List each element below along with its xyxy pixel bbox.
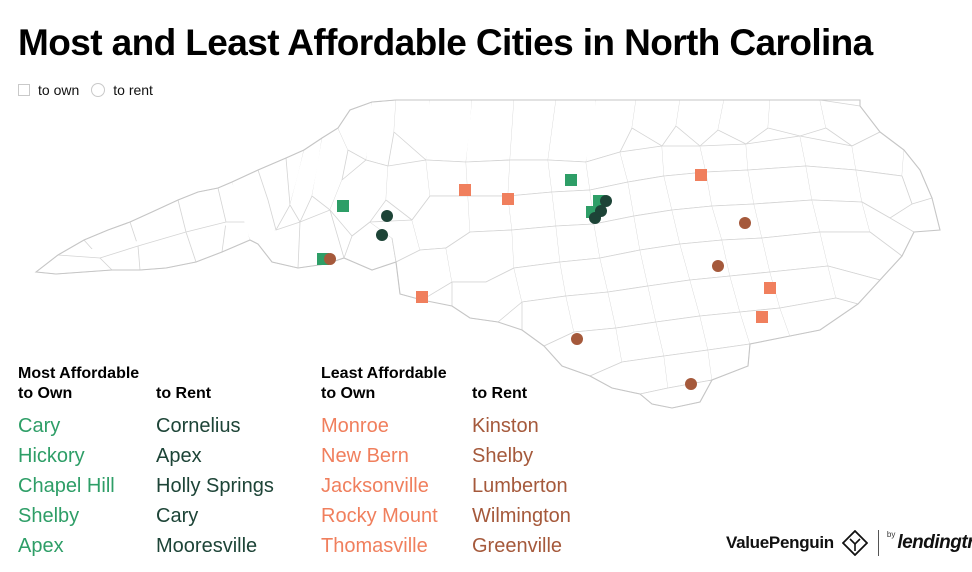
list-item: Rocky Mount [321, 505, 438, 527]
penguin-diamond-icon [841, 530, 868, 556]
most-affordable-heading: Most Affordable [18, 365, 140, 382]
list-item: Lumberton [472, 475, 568, 497]
legend-rent: to rent [91, 82, 153, 98]
brand-footer: ValuePenguin by lendingtree [726, 528, 972, 558]
list-item: Greenville [472, 535, 563, 557]
brand-divider [877, 530, 879, 556]
least-affordable-heading: Least Affordable [321, 365, 447, 382]
brand-by-text: by [886, 530, 896, 539]
list-item: Holly Springs [156, 475, 274, 497]
most-affordable-own-list: Cary Hickory Chapel Hill Shelby Apex [18, 411, 115, 561]
marker-most-rent-mooresville [381, 210, 393, 222]
list-item: Kinston [472, 415, 539, 437]
lendingtree-logo-text: lendingtree [897, 532, 972, 553]
marker-least-own-rocky-mount [695, 169, 707, 181]
page-title: Most and Least Affordable Cities in Nort… [18, 22, 873, 63]
marker-least-rent-greenville [739, 217, 751, 229]
list-item: Monroe [321, 415, 389, 437]
marker-least-rent-shelby [324, 253, 336, 265]
valuepenguin-logo-text: ValuePenguin [726, 533, 834, 552]
list-item: Shelby [18, 505, 80, 527]
marker-most-rent-cary [600, 195, 612, 207]
least-own-heading: to Own [321, 385, 376, 402]
legend-own-label: to own [38, 82, 80, 98]
most-own-heading: to Own [18, 385, 73, 402]
legend-own: to own [18, 82, 79, 98]
map-legend: to own to rent [18, 82, 165, 98]
city-markers [317, 169, 776, 390]
list-item: Cary [18, 415, 61, 437]
marker-least-own-thomasville [502, 193, 514, 205]
marker-least-rent-kinston [712, 260, 724, 272]
marker-least-own-monroe [416, 291, 428, 303]
list-item: Shelby [472, 445, 534, 467]
state-outline [34, 99, 941, 409]
marker-most-rent-holly-springs [595, 205, 607, 217]
marker-most-own-hickory [337, 200, 349, 212]
marker-least-own-jacksonville [756, 311, 768, 323]
marker-least-own-new-bern [764, 282, 776, 294]
marker-least-own-extra [459, 184, 471, 196]
list-item: Cornelius [156, 415, 241, 437]
most-affordable-rent-list: Cornelius Apex Holly Springs Cary Moores… [156, 411, 274, 561]
least-rent-heading: to Rent [472, 385, 528, 402]
legend-rent-label: to rent [113, 82, 153, 98]
most-rent-heading: to Rent [156, 385, 212, 402]
marker-most-own-chapel-hill [565, 174, 577, 186]
list-item: Mooresville [156, 535, 258, 557]
marker-most-rent-cornelius [376, 229, 388, 241]
circle-icon [91, 83, 106, 97]
list-item: Jacksonville [321, 475, 429, 497]
least-affordable-rent-list: Kinston Shelby Lumberton Wilmington Gree… [472, 411, 571, 561]
marker-least-rent-wilmington [685, 378, 697, 390]
list-item: Thomasville [321, 535, 428, 557]
list-item: New Bern [321, 445, 409, 467]
list-item: Hickory [18, 445, 85, 467]
square-icon [18, 84, 30, 96]
county-boundaries [34, 99, 933, 409]
marker-least-rent-lumberton [571, 333, 583, 345]
least-affordable-own-list: Monroe New Bern Jacksonville Rocky Mount… [321, 411, 438, 561]
list-item: Apex [18, 535, 64, 557]
list-item: Apex [156, 445, 202, 467]
list-item: Cary [156, 505, 199, 527]
list-item: Chapel Hill [18, 475, 115, 497]
list-item: Wilmington [472, 505, 571, 527]
